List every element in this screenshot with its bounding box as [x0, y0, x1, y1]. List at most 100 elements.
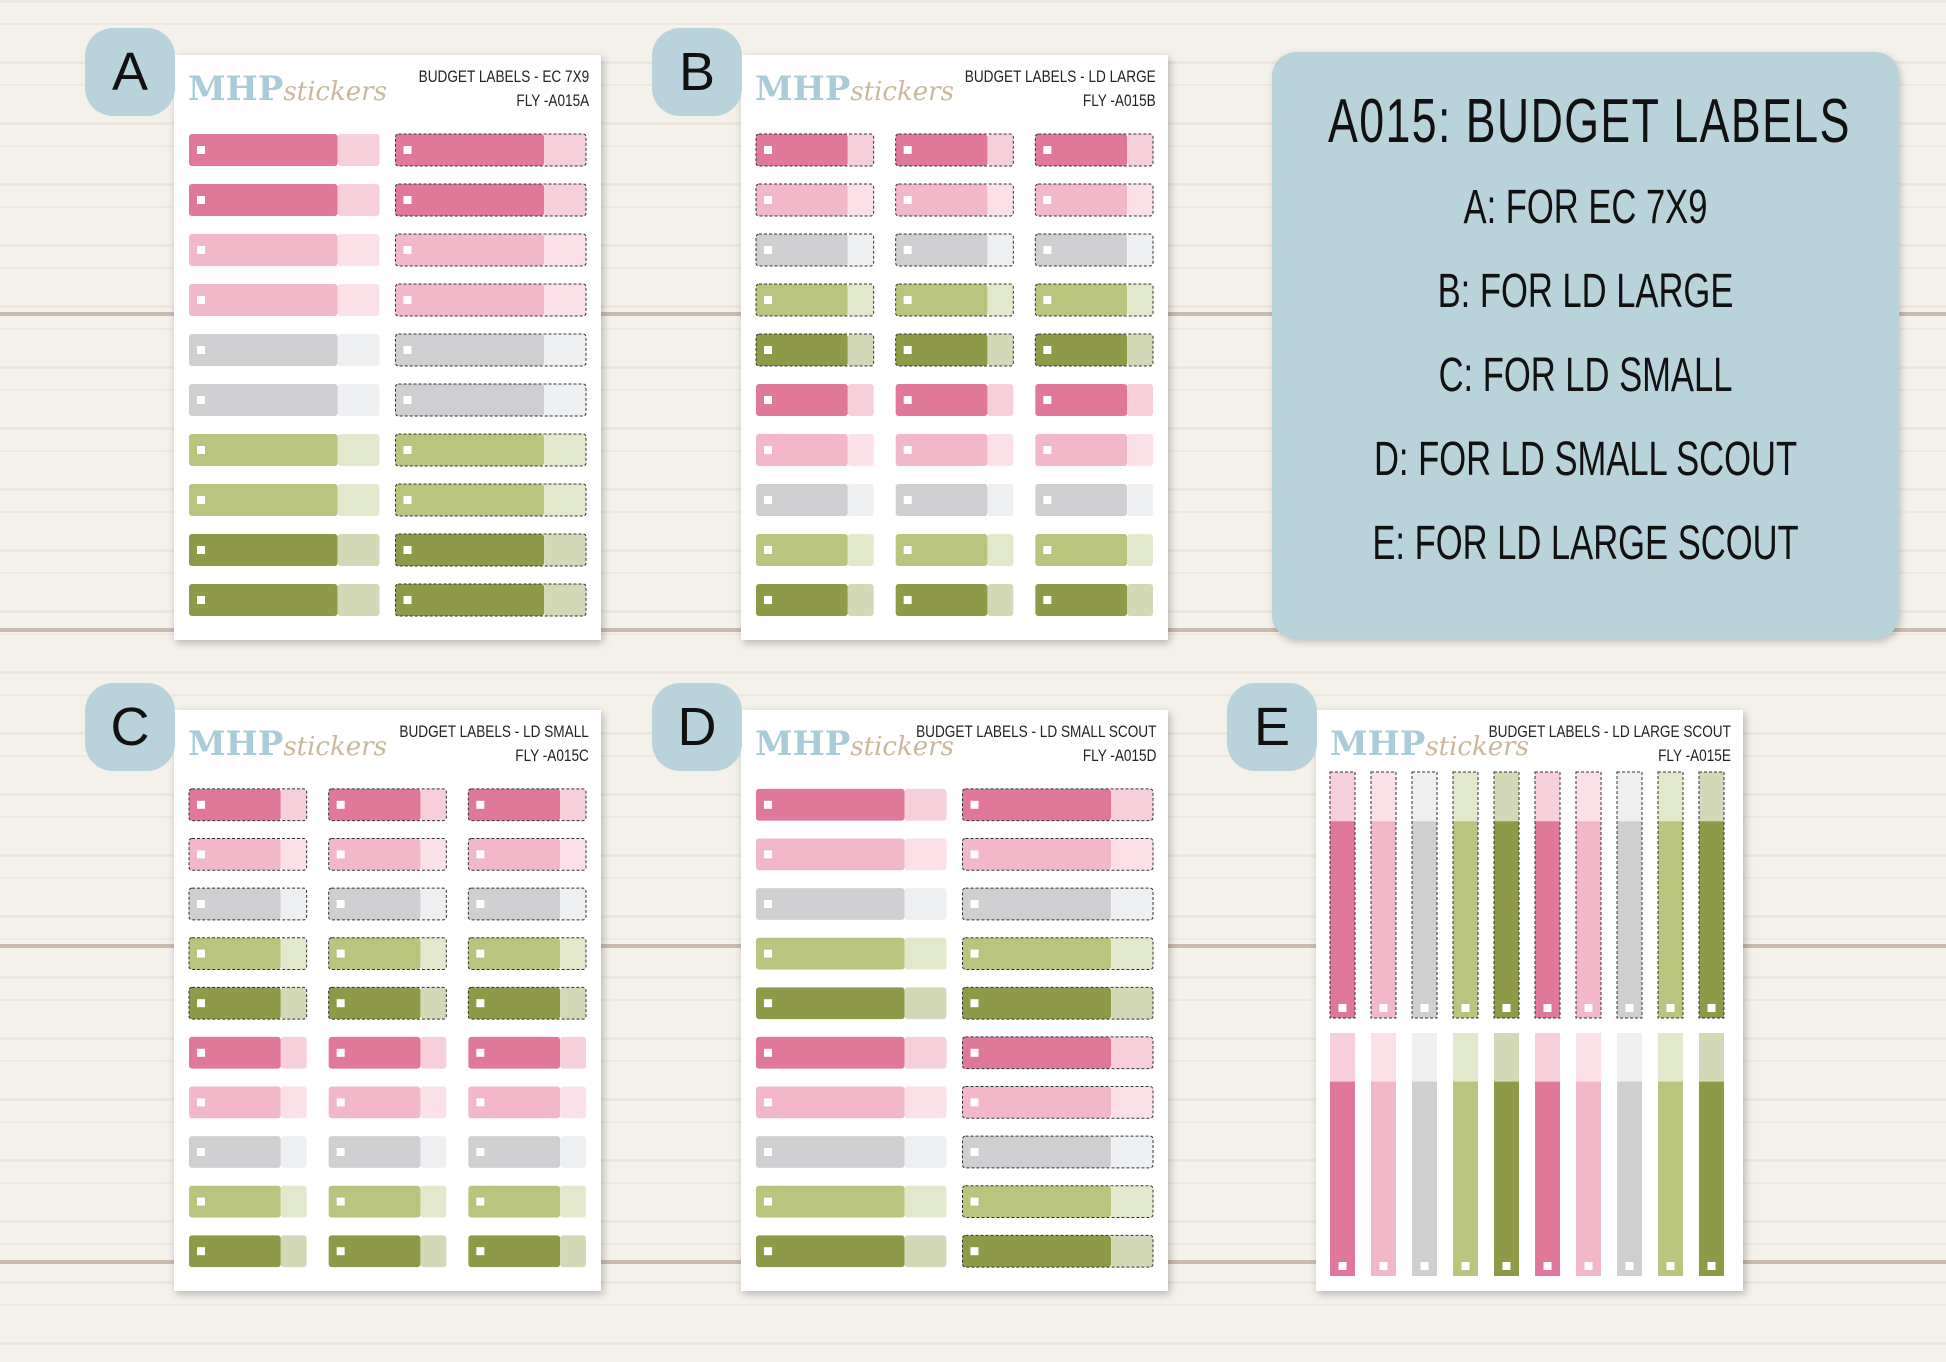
label-body	[756, 184, 848, 216]
label-body	[756, 384, 848, 416]
label-cutline	[467, 937, 587, 970]
label-tab	[1371, 772, 1396, 822]
label-cutline	[962, 1036, 1154, 1070]
label-body	[328, 1136, 421, 1168]
label-tab	[560, 788, 586, 821]
label-checkbox	[970, 1098, 979, 1107]
label-tab	[337, 284, 380, 316]
label-checkbox	[197, 446, 205, 454]
label-checkbox	[764, 146, 772, 154]
label-body	[395, 234, 545, 266]
label-tab	[420, 937, 447, 970]
label-tab	[544, 134, 586, 166]
label-checkbox	[903, 546, 912, 554]
label-tab	[1412, 772, 1437, 822]
label-cutline	[188, 986, 308, 1020]
label-checkbox	[970, 999, 979, 1008]
label-body	[468, 937, 561, 970]
label-tab	[280, 1086, 307, 1119]
label-body	[328, 888, 421, 920]
label-body	[1330, 1081, 1355, 1276]
label-checkbox	[197, 1247, 205, 1256]
label-checkbox	[1502, 1262, 1511, 1270]
label-tab	[847, 234, 874, 266]
label-checkbox	[764, 496, 772, 504]
label-tab	[560, 987, 586, 1020]
label-body	[189, 1036, 281, 1069]
label-checkbox	[197, 949, 205, 958]
label-body	[756, 888, 905, 920]
label-checkbox	[476, 1048, 485, 1057]
label-tab	[847, 484, 874, 516]
label-body	[328, 1235, 421, 1268]
label-checkbox	[764, 246, 772, 254]
label-tab	[420, 987, 447, 1020]
label-cutline	[962, 788, 1154, 822]
label-cutline	[1616, 771, 1643, 1019]
label-body	[1035, 134, 1128, 166]
label-tab	[1617, 1033, 1642, 1082]
label-checkbox	[1043, 346, 1052, 354]
label-body	[895, 534, 988, 566]
label-body	[468, 1086, 561, 1119]
label-tab	[337, 534, 380, 566]
label-body	[395, 134, 545, 166]
label-body	[962, 1086, 1112, 1119]
label-cutline	[962, 1185, 1154, 1218]
label-body	[895, 334, 988, 366]
logo-script: stickers	[1425, 732, 1529, 762]
sheet-code: FLY -A015B	[1083, 91, 1156, 110]
label-checkbox	[1379, 1262, 1388, 1270]
label-body	[962, 937, 1112, 970]
label-checkbox	[1666, 1004, 1675, 1012]
label-body	[1494, 1081, 1519, 1276]
label-checkbox	[476, 800, 485, 809]
panel-title: A015: BUDGET LABELS	[1328, 87, 1851, 156]
label-body	[895, 234, 988, 266]
label-cutline	[1034, 233, 1154, 267]
label-body	[756, 1136, 905, 1168]
label-tab	[1494, 772, 1519, 822]
label-body	[189, 1185, 281, 1218]
label-body	[756, 434, 848, 466]
label-cutline	[395, 133, 587, 167]
label-cutline	[962, 986, 1154, 1020]
label-tab	[1111, 937, 1153, 970]
label-tab	[1127, 484, 1153, 516]
label-checkbox	[1707, 1262, 1716, 1270]
label-checkbox	[403, 396, 412, 404]
label-body	[189, 334, 338, 366]
label-checkbox	[764, 850, 772, 859]
label-cutline	[1034, 333, 1154, 367]
label-cutline	[962, 1234, 1154, 1268]
panel-line: B: FOR LD LARGE	[1437, 265, 1734, 318]
label-body	[468, 888, 561, 920]
label-checkbox	[764, 800, 772, 809]
sheet-title: BUDGET LABELS - EC 7X9 FLY -A015A	[418, 65, 589, 113]
label-tab	[987, 434, 1014, 466]
logo-brand: MHP	[755, 69, 851, 109]
label-cutline	[962, 1086, 1154, 1119]
label-cutline	[1493, 771, 1520, 1019]
label-body	[1035, 334, 1128, 366]
label-tab	[337, 184, 380, 216]
label-checkbox	[903, 496, 912, 504]
logo-script: stickers	[283, 732, 387, 762]
sticker-sheet: MHPstickers BUDGET LABELS - LD SMALL FLY -…	[85, 683, 601, 1291]
label-body	[189, 384, 338, 416]
label-checkbox	[764, 1197, 772, 1206]
label-body	[395, 484, 545, 516]
label-body	[1412, 821, 1437, 1018]
label-checkbox	[1043, 596, 1052, 604]
label-tab	[280, 838, 307, 871]
label-cutline	[395, 383, 587, 417]
label-cutline	[395, 583, 587, 617]
label-tab	[544, 434, 586, 466]
logo-script: stickers	[850, 732, 954, 762]
label-body	[395, 334, 545, 366]
label-body	[328, 788, 421, 821]
label-checkbox	[903, 596, 912, 604]
label-body	[1617, 1081, 1642, 1276]
label-tab	[420, 1235, 447, 1268]
logo: MHPstickers	[1330, 724, 1529, 764]
